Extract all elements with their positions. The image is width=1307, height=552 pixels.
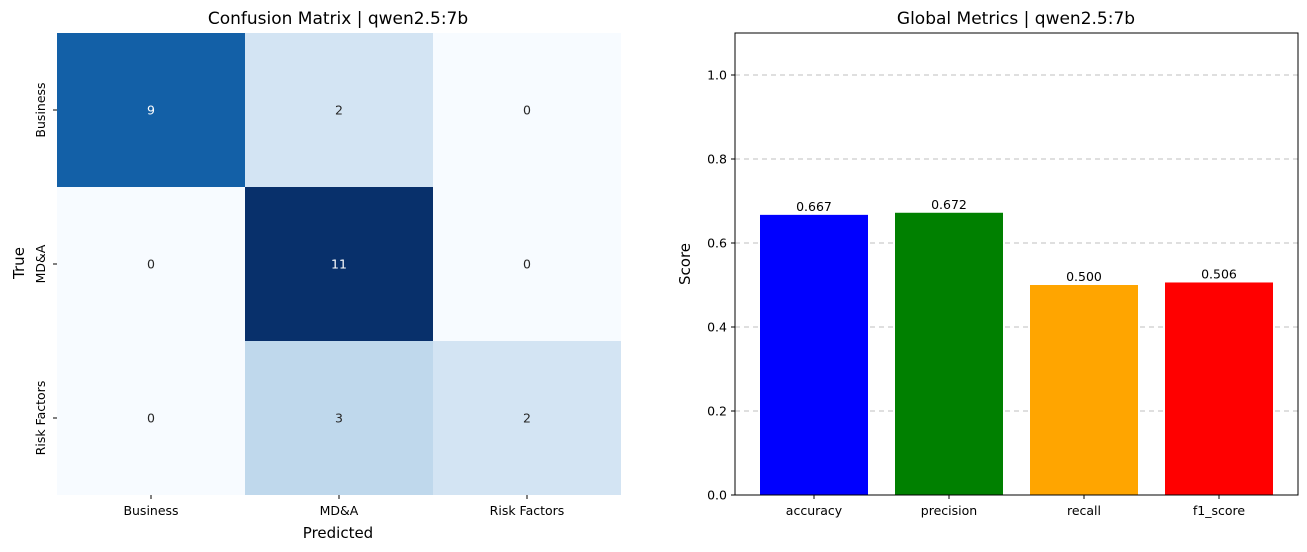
heatmap-x-axis-label: Predicted: [303, 524, 373, 542]
bar-y-tick-label: 0.8: [707, 152, 727, 167]
heatmap-y-tick-label: MD&A: [33, 244, 48, 283]
bar-x-tick-label: accuracy: [786, 503, 843, 518]
heatmap-cell-label-2-2: 2: [523, 411, 531, 426]
bar-y-tick-label: 0.6: [707, 236, 727, 251]
bar-precision: [895, 212, 1003, 495]
heatmap-cell-1-0: [57, 187, 245, 341]
bar-value-label-precision: 0.672: [931, 197, 967, 212]
bar-y-axis-label: Score: [676, 243, 694, 285]
global-metrics-panel: Global Metrics | qwen2.5:7b 0.667 0.672 0.…: [676, 9, 1299, 518]
heatmap-cell-1-2: [433, 187, 621, 341]
heatmap-y-tick-label: Business: [33, 82, 48, 137]
heatmap-y-axis-label: True: [10, 247, 28, 280]
heatmap-cell-2-1: [245, 341, 433, 495]
heatmap-y-tick-label: Risk Factors: [33, 381, 48, 456]
bar-value-label-accuracy: 0.667: [796, 199, 832, 214]
confusion-matrix-panel: Confusion Matrix | qwen2.5:7b 9 2 0 0 11 0 0 3 2…: [10, 9, 621, 542]
bar-recall: [1030, 285, 1138, 495]
heatmap-cell-label-0-2: 0: [523, 103, 531, 118]
heatmap-cell-label-1-2: 0: [523, 257, 531, 272]
bar-x-tick-label: recall: [1067, 503, 1101, 518]
heatmap-cell-2-0: [57, 341, 245, 495]
bar-plot-frame: [734, 32, 1299, 496]
heatmap-cell-label-0-1: 2: [335, 103, 343, 118]
bar-x-tick-label: precision: [921, 503, 977, 518]
heatmap-cell-label-0-0: 9: [147, 103, 155, 118]
heatmap-cell-0-2: [433, 33, 621, 187]
heatmap-cell-label-1-1: 11: [331, 257, 347, 272]
heatmap-title: Confusion Matrix | qwen2.5:7b: [208, 9, 468, 29]
bar-x-tick-label: f1_score: [1193, 503, 1246, 518]
bar-y-tick-label: 0.2: [707, 404, 727, 419]
heatmap-cell-label-2-1: 3: [335, 411, 343, 426]
bar-y-tick-label: 1.0: [707, 68, 727, 83]
heatmap-cell-0-0: [57, 33, 245, 187]
heatmap-x-tick-label: Risk Factors: [490, 503, 565, 518]
heatmap-x-tick-label: Business: [123, 503, 178, 518]
bar-title: Global Metrics | qwen2.5:7b: [897, 9, 1135, 29]
bar-value-label-recall: 0.500: [1066, 269, 1102, 284]
heatmap-cell-label-2-0: 0: [147, 411, 155, 426]
bar-y-tick-label: 0.4: [707, 320, 727, 335]
bar-accuracy: [760, 214, 868, 496]
heatmap-cell-label-1-0: 0: [147, 257, 155, 272]
heatmap-x-tick-label: MD&A: [320, 503, 359, 518]
bar-value-label-f1_score: 0.506: [1201, 266, 1237, 281]
bar-f1_score: [1165, 282, 1273, 495]
heatmap-cell-2-2: [433, 341, 621, 495]
heatmap-cell-1-1: [245, 187, 433, 341]
heatmap-cell-0-1: [245, 33, 433, 187]
bar-y-tick-label: 0.0: [707, 488, 727, 503]
